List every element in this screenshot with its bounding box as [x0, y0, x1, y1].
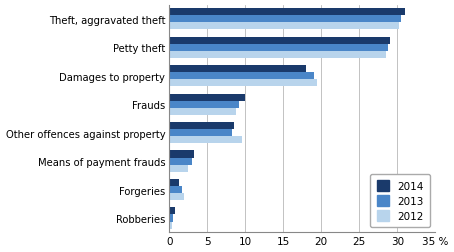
Bar — [169, 186, 182, 193]
Bar — [169, 158, 192, 165]
Bar — [169, 23, 399, 30]
Bar — [169, 215, 173, 222]
Bar — [169, 108, 236, 115]
Bar — [169, 45, 388, 52]
Bar — [169, 208, 175, 215]
Bar — [169, 38, 390, 45]
Bar — [169, 122, 234, 130]
Bar — [169, 222, 173, 229]
Legend: 2014, 2013, 2012: 2014, 2013, 2012 — [370, 174, 430, 227]
Bar — [169, 101, 239, 108]
Bar — [169, 73, 314, 80]
Bar — [169, 193, 184, 200]
Bar — [169, 80, 317, 87]
Bar — [169, 66, 306, 73]
Bar — [169, 179, 179, 186]
Bar — [169, 94, 245, 101]
Bar — [169, 16, 401, 23]
Bar — [169, 130, 232, 137]
Bar — [169, 137, 242, 144]
Bar — [169, 151, 194, 158]
Bar — [169, 52, 386, 59]
Bar — [169, 9, 405, 16]
Bar — [169, 165, 188, 172]
